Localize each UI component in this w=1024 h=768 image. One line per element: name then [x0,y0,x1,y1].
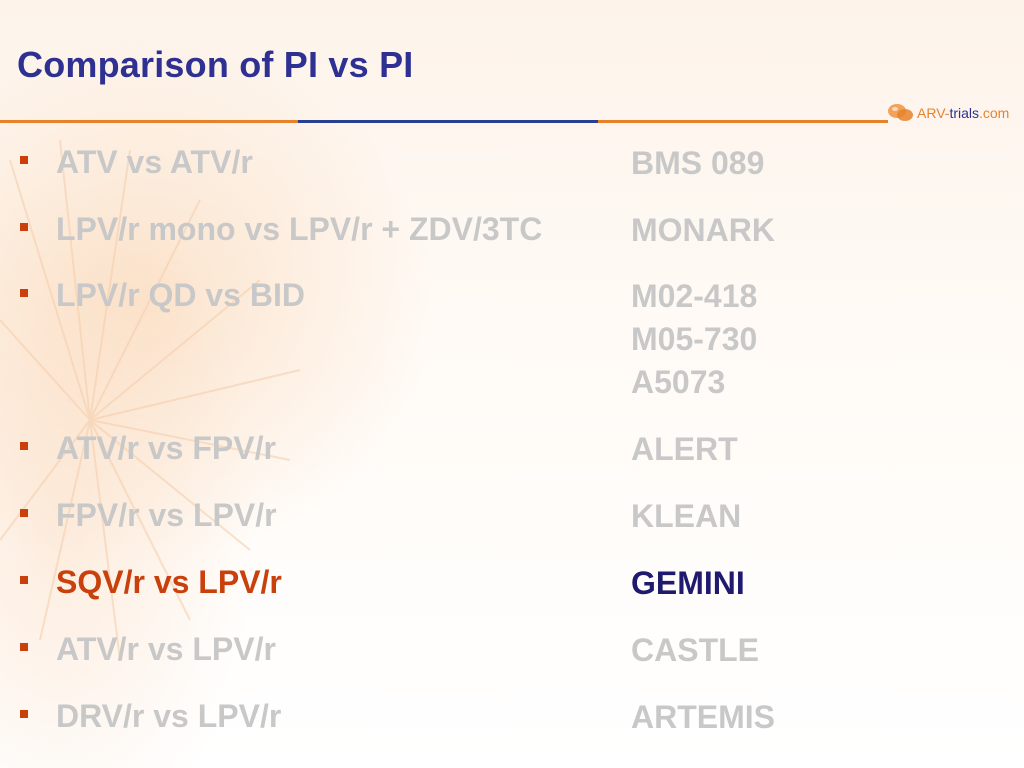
trial-name: M05-730 [631,321,758,357]
bullet-icon [20,289,28,297]
header-rule-blue [298,120,598,123]
logo-text: ARV-trials.com [917,105,1009,121]
logo-text-arv: ARV- [917,105,950,121]
comparison-label: ATV/r vs LPV/r [56,631,276,667]
trial-names: ALERT [631,428,738,471]
bullet-icon [20,223,28,231]
header-rule-orange-right [598,120,888,123]
comparison-label: FPV/r vs LPV/r [56,497,277,533]
trial-name: M02-418 [631,278,758,314]
logo-text-com: .com [979,105,1010,121]
trial-name: BMS 089 [631,145,765,181]
logo-pill-icon [888,104,913,121]
trial-names: BMS 089 [631,142,764,185]
trial-names: M02-418 M05-730 A5073 [631,275,757,404]
trial-names: ARTEMIS [631,696,775,739]
trial-name: A5073 [631,364,726,400]
trial-name: CASTLE [631,632,759,668]
bullet-icon [20,509,28,517]
bullet-icon [20,710,28,718]
arv-trials-logo: ARV-trials.com [886,100,1009,126]
bullet-icon [20,442,28,450]
trial-name: ALERT [631,431,738,467]
comparison-label: SQV/r vs LPV/r [56,564,282,600]
trial-names: KLEAN [631,495,741,538]
comparison-label: DRV/r vs LPV/r [56,698,282,734]
bullet-icon [20,576,28,584]
header-rule-orange [0,120,298,123]
trial-name: MONARK [631,212,775,248]
trial-name: GEMINI [631,565,745,601]
bullet-icon [20,643,28,651]
trial-names: GEMINI [631,562,745,605]
slide-title: Comparison of PI vs PI [17,44,414,85]
decorative-rays [0,139,301,661]
comparison-label: LPV/r mono vs LPV/r + ZDV/3TC [56,211,543,247]
trial-names: MONARK [631,209,775,252]
comparison-label: LPV/r QD vs BID [56,277,305,313]
bullet-icon [20,156,28,164]
trial-name: ARTEMIS [631,699,775,735]
logo-text-trials: trials [949,105,979,121]
trial-names: CASTLE [631,629,759,672]
comparison-label: ATV/r vs FPV/r [56,430,276,466]
comparison-label: ATV vs ATV/r [56,144,253,180]
trial-name: KLEAN [631,498,742,534]
